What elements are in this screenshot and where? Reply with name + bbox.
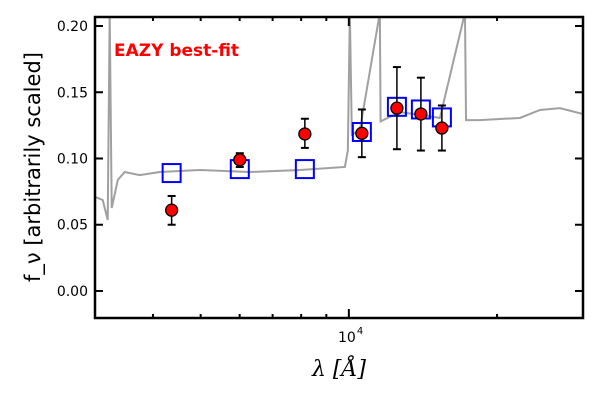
y-axis-label: f_ν [arbitrarily scaled] [21, 52, 46, 282]
observed-point [233, 153, 247, 167]
observed-point [390, 101, 404, 115]
model-point [294, 159, 315, 180]
y-tick-label: 0.00 [57, 284, 88, 300]
observed-point [355, 126, 369, 140]
spectrum-line [95, 17, 583, 221]
x-axis-label: λ [Å] [311, 354, 366, 382]
y-tick-label: 0.20 [57, 19, 88, 35]
observed-point [435, 121, 449, 135]
y-tick-label: 0.05 [57, 218, 88, 234]
observed-point [298, 127, 312, 141]
x-tick-label: 10 [338, 330, 356, 346]
plot-frame [93, 15, 585, 320]
y-tick-label: 0.10 [57, 151, 88, 167]
x-tick-exponent: 4 [357, 326, 363, 337]
model-point [161, 163, 182, 184]
observed-point [164, 203, 179, 217]
y-tick-label: 0.15 [57, 85, 88, 101]
annotation-label: EAZY best-fit [114, 41, 239, 61]
observed-point [414, 107, 428, 121]
